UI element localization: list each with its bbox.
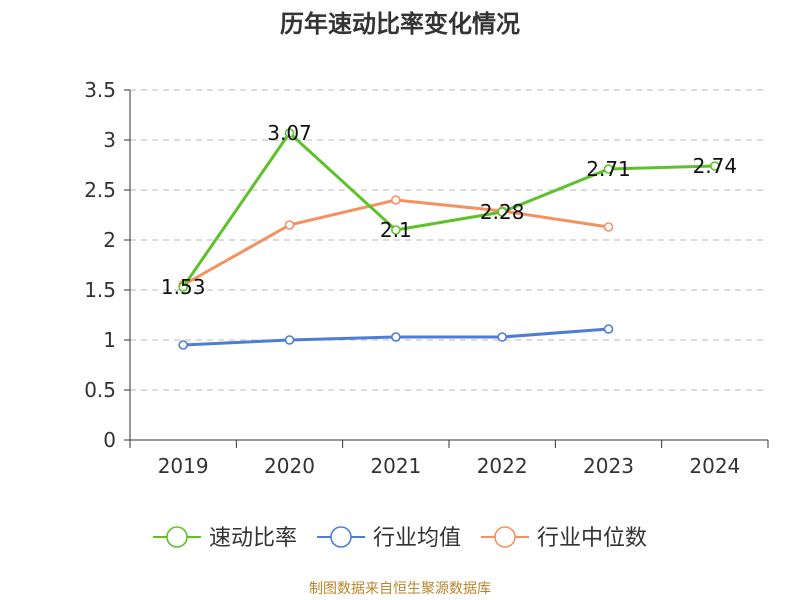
- y-tick-label: 3.5: [84, 78, 116, 102]
- data-point: [497, 332, 507, 342]
- data-point: [603, 164, 614, 174]
- data-label: 1.53: [161, 275, 206, 299]
- legend-marker: [494, 526, 516, 548]
- legend-item[interactable]: 行业中位数: [481, 526, 647, 551]
- y-tick-label: 1: [103, 328, 116, 352]
- data-point: [284, 335, 295, 345]
- data-point: [178, 340, 188, 350]
- series-lines: [178, 128, 720, 350]
- y-tick-label: 2: [103, 228, 116, 252]
- data-labels: 1.53 3.07 2.1 2.28 2.71 2.74: [161, 121, 737, 299]
- x-tick-label: 2024: [689, 454, 740, 478]
- data-label: 2.71: [586, 157, 631, 181]
- source-note: 制图数据来自恒生聚源数据库: [309, 581, 491, 597]
- x-tick-label: 2023: [583, 454, 634, 478]
- chart-title: 历年速动比率变化情况: [280, 10, 520, 38]
- y-tick-label: 3: [103, 128, 116, 152]
- legend-label: 行业均值: [373, 526, 461, 551]
- legend-label: 行业中位数: [537, 526, 647, 551]
- legend-label: 速动比率: [209, 526, 297, 551]
- x-tick-label: 2022: [477, 454, 528, 478]
- data-point: [391, 332, 401, 342]
- data-label: 2.28: [480, 200, 525, 224]
- data-point: [603, 324, 614, 334]
- axes: 0 0.5 1 1.5 2 2.5 3 3.5 2019 2020 2021 2022 2023 2024: [84, 78, 769, 478]
- data-point: [603, 222, 614, 232]
- series-line: [182, 198, 609, 287]
- data-label: 3.07: [267, 121, 312, 145]
- x-tick-label: 2019: [158, 454, 209, 478]
- legend-item[interactable]: 速动比率: [153, 526, 297, 551]
- legend-marker: [330, 526, 352, 548]
- data-label: 2.1: [380, 218, 412, 242]
- x-tick-label: 2021: [370, 454, 421, 478]
- legend[interactable]: 速动比率 行业均值 行业中位数: [153, 526, 647, 551]
- grid-lines: [130, 89, 768, 391]
- data-point: [178, 282, 188, 292]
- y-tick-label: 1.5: [84, 278, 116, 302]
- legend-item[interactable]: 行业均值: [317, 526, 461, 551]
- data-point: [710, 161, 720, 171]
- legend-marker: [166, 526, 188, 548]
- series-line: [181, 131, 715, 288]
- x-tick-label: 2020: [264, 454, 315, 478]
- data-label: 2.74: [693, 154, 738, 178]
- data-point: [284, 220, 295, 230]
- data-point: [284, 128, 295, 138]
- y-tick-label: 0.5: [84, 378, 116, 402]
- y-tick-label: 2.5: [84, 178, 116, 202]
- data-point: [497, 207, 507, 217]
- y-tick-label: 0: [103, 428, 116, 452]
- data-point: [391, 225, 401, 235]
- data-point: [391, 195, 401, 205]
